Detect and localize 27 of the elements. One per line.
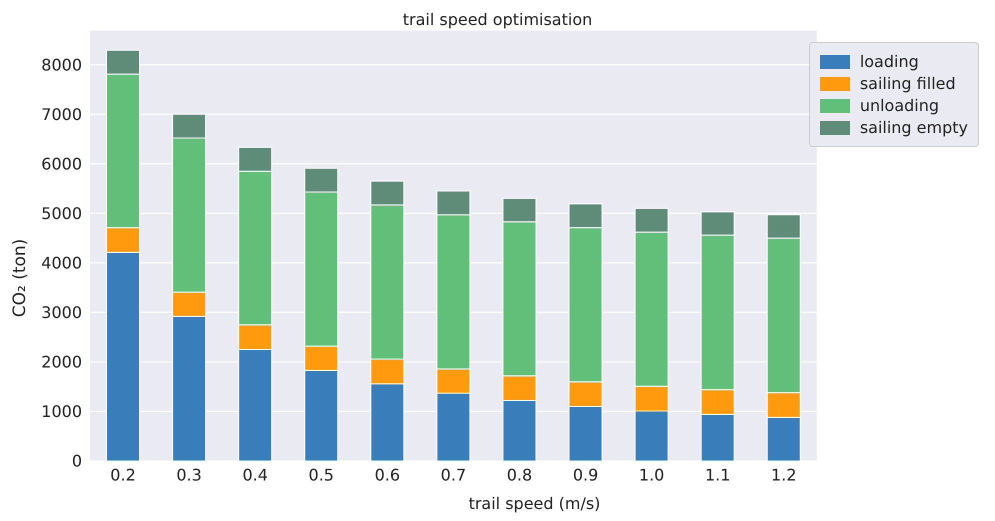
y-tick-label: 4000 (41, 254, 82, 273)
x-tick-label: 0.8 (506, 465, 532, 484)
x-tick-label: 0.9 (572, 465, 598, 484)
x-tick-label: 1.0 (638, 465, 664, 484)
x-tick-label: 0.3 (176, 465, 202, 484)
y-tick-label: 7000 (41, 104, 82, 124)
x-tick-label: 0.7 (440, 465, 466, 484)
legend-label: unloading (860, 96, 940, 115)
y-tick-label: 0 (72, 452, 82, 471)
y-tick-label: 3000 (41, 303, 82, 322)
x-tick-label: 0.5 (308, 465, 334, 484)
legend-label: sailing empty (860, 118, 968, 137)
x-tick-label: 1.2 (771, 465, 796, 484)
y-axis-title: CO₂ (ton) (10, 238, 30, 318)
legend-label: sailing filled (860, 74, 956, 93)
legend-label: loading (860, 52, 919, 71)
y-tick-label: 1000 (41, 402, 82, 422)
x-tick-label: 1.1 (704, 465, 730, 484)
chart-title: trail speed optimisation (402, 10, 594, 29)
y-tick-label: 2000 (41, 352, 82, 372)
y-tick-label: 6000 (41, 154, 82, 174)
y-tick-label: 5000 (41, 204, 82, 223)
x-tick-label: 0.6 (374, 465, 400, 484)
y-tick-label: 8000 (41, 55, 82, 74)
x-tick-label: 0.2 (110, 465, 136, 484)
x-axis-title: trail speed (m/s) (468, 494, 602, 513)
x-tick-label: 0.4 (242, 465, 268, 484)
